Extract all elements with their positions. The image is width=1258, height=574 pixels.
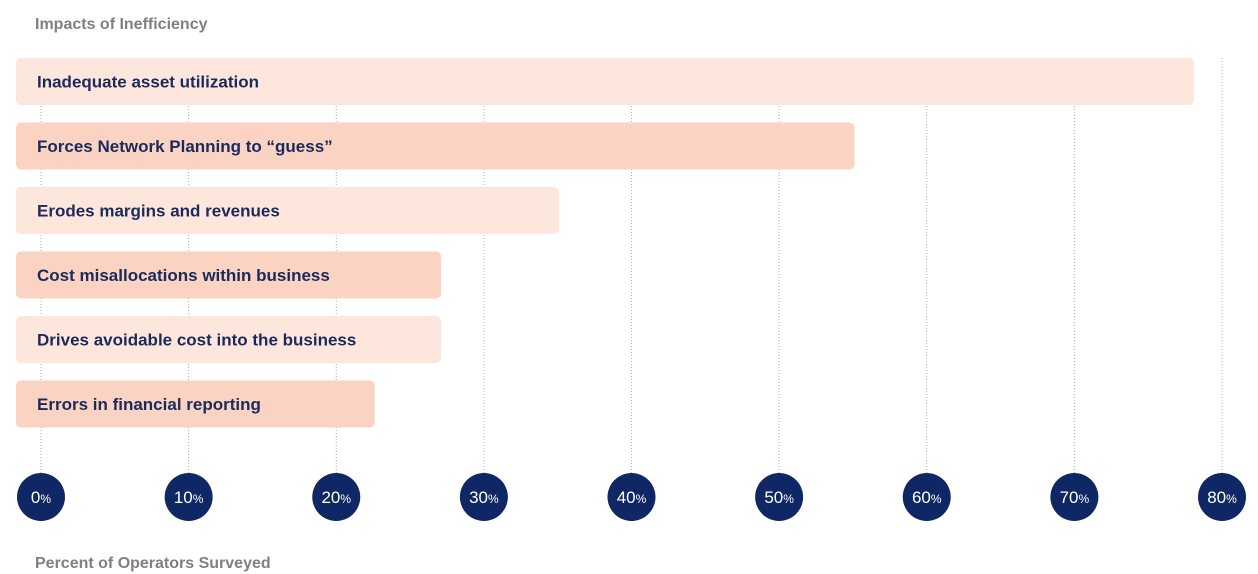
- bar-label: Forces Network Planning to “guess”: [37, 137, 333, 156]
- tick-circle: [902, 473, 951, 521]
- tick-label: 40%: [617, 488, 647, 507]
- tick-label: 70%: [1060, 488, 1090, 507]
- bar-label: Drives avoidable cost into the business: [37, 331, 356, 350]
- bar: [16, 187, 560, 234]
- bar-label: Erodes margins and revenues: [37, 202, 280, 221]
- tick-circle: [755, 473, 804, 521]
- bar: [16, 380, 375, 428]
- bar: [16, 58, 1194, 105]
- bar-label: Cost misallocations within business: [37, 266, 330, 285]
- tick-label: 10%: [174, 488, 204, 507]
- tick-label: 30%: [469, 488, 499, 507]
- tick-label: 20%: [321, 488, 351, 507]
- y-axis-label: Impacts of Inefficiency: [35, 16, 208, 33]
- tick-circle: [459, 473, 508, 521]
- bar: [16, 316, 442, 363]
- tick-label: 0%: [31, 488, 51, 507]
- tick-label: 80%: [1207, 488, 1237, 507]
- bar-label: Errors in financial reporting: [37, 395, 261, 414]
- tick-circle: [17, 473, 65, 521]
- bar: [16, 251, 442, 299]
- tick-label: 60%: [912, 488, 942, 507]
- tick-circle: [1198, 473, 1246, 521]
- tick-circle: [607, 473, 656, 521]
- bar-label: Inadequate asset utilization: [37, 73, 259, 92]
- tick-circle: [164, 473, 213, 521]
- x-axis-label: Percent of Operators Surveyed: [35, 555, 271, 572]
- bar: [16, 122, 855, 170]
- tick-circle: [312, 473, 361, 521]
- tick-circle: [1050, 473, 1099, 521]
- tick-label: 50%: [764, 488, 794, 507]
